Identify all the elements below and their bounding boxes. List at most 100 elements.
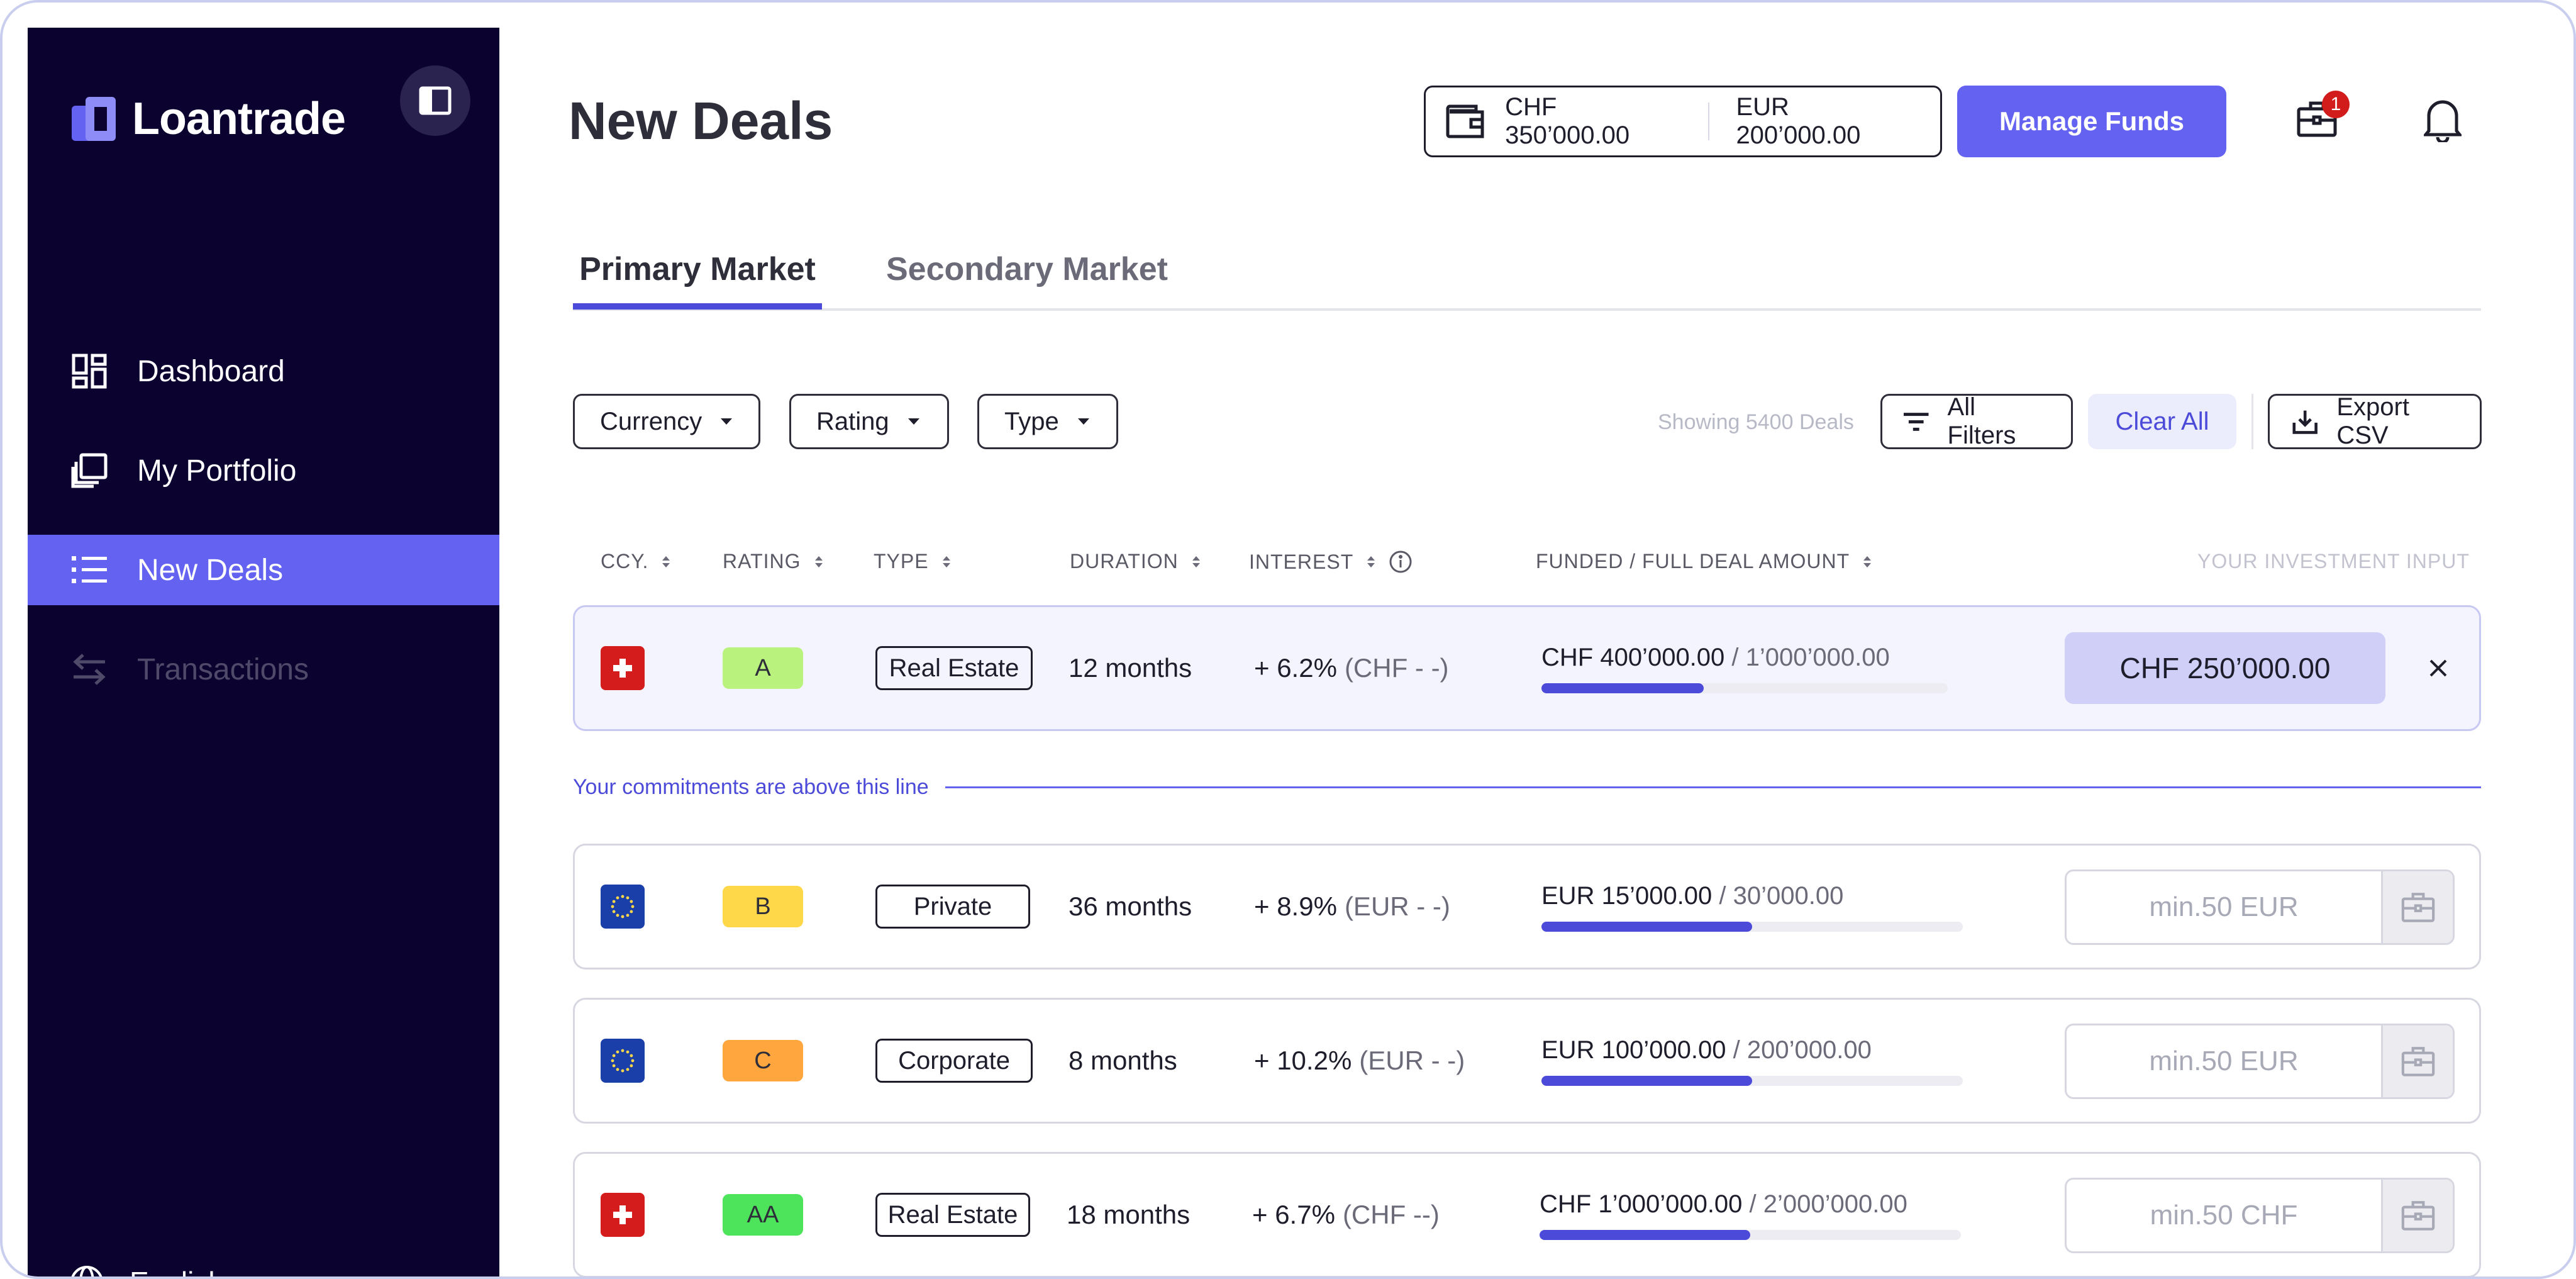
type-tag: Real Estate xyxy=(875,1193,1030,1237)
interest-detail: (CHF --) xyxy=(1342,1200,1440,1229)
funded-amount: CHF 1’000’000.00 / 2’000’000.00 xyxy=(1540,1154,1967,1276)
funded-value: EUR 15’000.00 xyxy=(1541,881,1713,910)
balance-eur: EUR 200’000.00 xyxy=(1736,93,1861,149)
sidebar-item-dashboard[interactable]: Dashboard xyxy=(28,336,499,406)
funded-value: CHF 1’000’000.00 xyxy=(1540,1190,1743,1218)
column-header-funded[interactable]: FUNDED / FULL DEAL AMOUNT xyxy=(1536,550,1872,573)
investment-input-placeholder[interactable]: min.50 CHF xyxy=(2150,1200,2298,1231)
rating-filter[interactable]: Rating xyxy=(789,394,949,449)
sort-icon xyxy=(662,556,670,567)
type-tag: Corporate xyxy=(875,1039,1033,1083)
column-header-rating[interactable]: RATING xyxy=(723,550,823,573)
swiss-flag-icon xyxy=(601,646,645,690)
clear-all-button[interactable]: Clear All xyxy=(2088,394,2236,449)
export-csv-label: Export CSV xyxy=(2336,393,2409,449)
type-tag: Private xyxy=(875,885,1030,929)
rating-filter-label: Rating xyxy=(816,407,889,435)
deal-row[interactable]: AA Real Estate 18 months + 6.7% (CHF --)… xyxy=(573,1152,2481,1276)
interest: + 8.9% (EUR - -) xyxy=(1254,846,1450,968)
language-selector[interactable]: English xyxy=(69,1265,225,1276)
full-amount: / 1’000’000.00 xyxy=(1724,643,1890,671)
column-header-interest[interactable]: INTEREST xyxy=(1249,550,1413,574)
investment-amount[interactable]: CHF 250’000.00 xyxy=(2065,632,2385,704)
sidebar-toggle-icon xyxy=(419,86,452,115)
type-filter[interactable]: Type xyxy=(977,394,1118,449)
wallet-icon xyxy=(1426,104,1505,138)
commitment-divider: Your commitments are above this line xyxy=(573,775,2481,800)
sidebar: Loantrade Dashboard xyxy=(28,28,499,1276)
portfolio-icon xyxy=(69,450,109,491)
briefcase-icon[interactable] xyxy=(2297,100,2342,145)
column-header-investment-input: YOUR INVESTMENT INPUT xyxy=(2197,550,2470,572)
column-header-label: RATING xyxy=(723,550,801,572)
sidebar-item-transactions[interactable]: Transactions xyxy=(28,634,499,705)
column-header-label: TYPE xyxy=(874,550,929,572)
sidebar-toggle-button[interactable] xyxy=(400,65,470,136)
remove-commitment-button[interactable] xyxy=(2418,647,2459,689)
duration: 36 months xyxy=(1069,891,1192,921)
interest-detail: (CHF - -) xyxy=(1344,653,1449,683)
manage-funds-button[interactable]: Manage Funds xyxy=(1957,86,2226,157)
type-tag: Real Estate xyxy=(875,646,1033,690)
currency-filter-label: Currency xyxy=(600,407,702,435)
column-header-ccy[interactable]: CCY. xyxy=(601,550,670,573)
deal-row[interactable]: C Corporate 8 months + 10.2% (EUR - -) E… xyxy=(573,998,2481,1124)
full-amount: / 200’000.00 xyxy=(1726,1036,1872,1064)
main-content: New Deals CHF 350’000.00 EUR 200’000.00 … xyxy=(499,3,2573,1276)
download-icon xyxy=(2292,410,2318,434)
funding-progress-fill xyxy=(1541,921,1752,932)
invest-button[interactable] xyxy=(2381,1180,2453,1251)
sort-icon xyxy=(942,556,950,567)
funding-progress-bar xyxy=(1540,1229,1961,1240)
investment-input-placeholder[interactable]: min.50 EUR xyxy=(2149,891,2299,922)
bell-icon[interactable] xyxy=(2422,97,2469,147)
all-filters-label: All Filters xyxy=(1947,393,2016,449)
logo[interactable]: Loantrade xyxy=(72,93,346,145)
funding-progress-fill xyxy=(1541,683,1704,693)
interest: + 6.7% (CHF --) xyxy=(1252,1154,1440,1276)
interest-rate: + 8.9% xyxy=(1254,891,1337,921)
duration: 18 months xyxy=(1067,1200,1191,1229)
duration: 8 months xyxy=(1069,1046,1177,1075)
funded-amount: EUR 100’000.00 / 200’000.00 xyxy=(1541,1000,1969,1122)
invest-button[interactable] xyxy=(2381,1025,2453,1097)
committed-deal-row[interactable]: A Real Estate 12 months + 6.2% (CHF - -)… xyxy=(573,605,2481,731)
investment-input[interactable]: min.50 EUR xyxy=(2065,869,2455,945)
currency-filter[interactable]: Currency xyxy=(573,394,760,449)
dashboard-icon xyxy=(69,351,109,391)
funded-amount: EUR 15’000.00 / 30’000.00 xyxy=(1541,846,1969,968)
column-header-type[interactable]: TYPE xyxy=(874,550,950,573)
results-count: Showing 5400 Deals xyxy=(1658,410,1854,434)
sidebar-item-label: Transactions xyxy=(137,652,309,686)
deal-row[interactable]: B Private 36 months + 8.9% (EUR - -) EUR… xyxy=(573,844,2481,969)
sidebar-item-label: New Deals xyxy=(137,553,284,587)
interest-detail: (EUR - -) xyxy=(1344,891,1450,921)
notification-badge: 1 xyxy=(2322,91,2350,118)
info-icon[interactable] xyxy=(1389,550,1413,574)
funding-progress-bar xyxy=(1541,1075,1963,1086)
sidebar-item-my-portfolio[interactable]: My Portfolio xyxy=(28,435,499,506)
investment-input[interactable]: min.50 EUR xyxy=(2065,1024,2455,1099)
invest-button[interactable] xyxy=(2381,871,2453,943)
all-filters-button[interactable]: All Filters xyxy=(1880,393,2073,449)
export-csv-button[interactable]: Export CSV xyxy=(2268,393,2482,449)
funding-progress-bar xyxy=(1541,921,1963,932)
interest-rate: + 10.2% xyxy=(1254,1046,1352,1075)
chevron-down-icon xyxy=(908,418,919,425)
tab-primary-market[interactable]: Primary Market xyxy=(573,243,822,310)
column-header-label: FUNDED / FULL DEAL AMOUNT xyxy=(1536,550,1850,572)
full-amount: / 2’000’000.00 xyxy=(1742,1190,1907,1218)
investment-input-placeholder[interactable]: min.50 EUR xyxy=(2149,1046,2299,1076)
interest-detail: (EUR - -) xyxy=(1359,1046,1465,1075)
filter-icon xyxy=(1904,413,1929,431)
sidebar-item-new-deals[interactable]: New Deals xyxy=(28,535,499,605)
column-header-duration[interactable]: DURATION xyxy=(1070,550,1200,573)
funded-value: CHF 400’000.00 xyxy=(1541,643,1725,671)
globe-icon xyxy=(71,1266,103,1276)
investment-input[interactable]: min.50 CHF xyxy=(2065,1178,2455,1253)
funding-progress-fill xyxy=(1541,1075,1752,1086)
column-header-label: CCY. xyxy=(601,550,649,572)
tab-secondary-market[interactable]: Secondary Market xyxy=(886,251,1168,288)
rating-badge: AA xyxy=(723,1194,803,1236)
rating-badge: B xyxy=(723,886,803,927)
